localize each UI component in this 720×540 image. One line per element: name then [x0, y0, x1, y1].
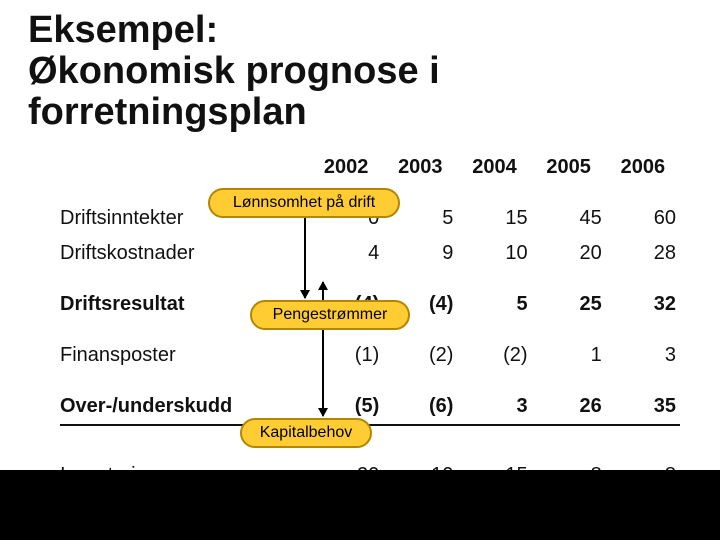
header-year: 2006 — [606, 150, 680, 185]
cell: 4 — [309, 236, 383, 271]
cell: (1) — [309, 338, 383, 373]
footer-bar — [0, 470, 720, 540]
title-line-1: Eksempel: — [28, 9, 218, 51]
cell: 26 — [532, 389, 606, 425]
arrow-down-icon — [304, 218, 306, 298]
cell: 45 — [532, 201, 606, 236]
cell: 15 — [457, 201, 531, 236]
cell: 28 — [606, 236, 680, 271]
header-row: 2002 2003 2004 2005 2006 — [60, 150, 680, 185]
row-label: Driftskostnader — [60, 236, 309, 271]
row-driftskostnader: Driftskostnader 4 9 10 20 28 — [60, 236, 680, 271]
cell: (2) — [457, 338, 531, 373]
cell: 25 — [532, 287, 606, 322]
cell: 35 — [606, 389, 680, 425]
cell: 20 — [532, 236, 606, 271]
arrow-up-icon — [322, 282, 324, 302]
header-year: 2005 — [532, 150, 606, 185]
cell: 9 — [383, 236, 457, 271]
arrow-down-icon — [322, 330, 324, 416]
row-over-underskudd: Over-/underskudd (5) (6) 3 26 35 — [60, 389, 680, 425]
slide-title: Eksempel: Økonomisk prognose i forretnin… — [28, 10, 700, 133]
cell: (2) — [383, 338, 457, 373]
callout-cash: Pengestrømmer — [250, 300, 410, 330]
header-blank — [60, 150, 309, 185]
row-finansposter: Finansposter (1) (2) (2) 1 3 — [60, 338, 680, 373]
cell: 3 — [606, 338, 680, 373]
callout-capreq: Kapitalbehov — [240, 418, 372, 448]
cell: 5 — [457, 287, 531, 322]
slide: Eksempel: Økonomisk prognose i forretnin… — [0, 0, 720, 540]
title-line-2: Økonomisk prognose i forretningsplan — [28, 50, 440, 133]
cell: 10 — [457, 236, 531, 271]
cell: 3 — [457, 389, 531, 425]
cell: 32 — [606, 287, 680, 322]
header-year: 2003 — [383, 150, 457, 185]
header-year: 2002 — [309, 150, 383, 185]
cell: (6) — [383, 389, 457, 425]
cell: 60 — [606, 201, 680, 236]
cell: 1 — [532, 338, 606, 373]
callout-profit: Lønnsomhet på drift — [208, 188, 400, 218]
header-year: 2004 — [457, 150, 531, 185]
row-label: Finansposter — [60, 338, 309, 373]
